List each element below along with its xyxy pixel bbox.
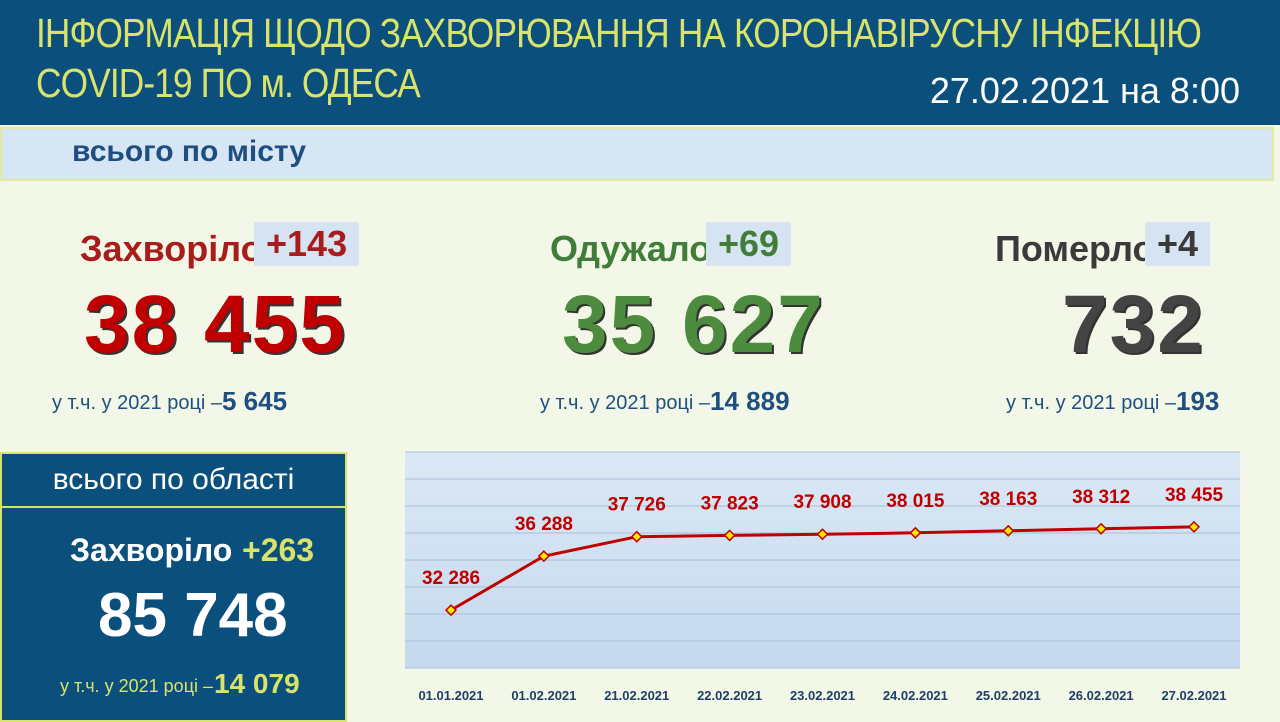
stat-label: Померло: [995, 228, 1155, 269]
stat-total: 35 627: [562, 279, 825, 370]
x-tick-label: 01.02.2021: [511, 688, 576, 703]
title: ІНФОРМАЦІЯ ЩОДО ЗАХВОРЮВАННЯ НА КОРОНАВІ…: [36, 10, 1202, 56]
x-tick-label: 25.02.2021: [976, 688, 1041, 703]
marker: [1187, 520, 1201, 533]
marker: [816, 528, 829, 541]
stat-label: Захворіло: [80, 228, 263, 269]
stat-note-value: 14 079: [214, 668, 300, 699]
stat-note: у т.ч. у 2021 році –: [52, 392, 223, 414]
stat-delta: +69: [706, 222, 792, 266]
stat-note: у т.ч. у 2021 році –: [1006, 392, 1177, 414]
marker: [909, 526, 922, 539]
data-label: 38 163: [979, 489, 1037, 510]
region-box: всього по області Захворіло +263 85 748 …: [0, 452, 347, 722]
stat-total: 38 455: [84, 279, 347, 370]
stat-label: Одужало: [550, 228, 712, 269]
data-label: 37 726: [608, 495, 666, 516]
stat-total: 732: [1062, 279, 1205, 370]
stat-note: у т.ч. у 2021 році –: [540, 392, 711, 414]
x-tick-label: 01.01.2021: [418, 688, 483, 703]
data-label: 37 908: [793, 492, 851, 513]
stat-note: у т.ч. у 2021 році –: [60, 676, 214, 696]
data-label: 38 015: [886, 491, 945, 512]
marker: [630, 530, 643, 543]
marker: [723, 529, 736, 542]
marker: [444, 604, 458, 617]
region-label: всього по області: [2, 454, 345, 508]
marker: [1095, 522, 1108, 535]
x-tick-label: 21.02.2021: [604, 688, 669, 703]
x-tick-label: 26.02.2021: [1069, 688, 1134, 703]
x-tick-label: 22.02.2021: [697, 688, 762, 703]
marker: [537, 550, 550, 563]
marker: [1002, 524, 1015, 537]
stat-note-value: 14 889: [710, 386, 790, 416]
data-label: 38 455: [1165, 485, 1224, 506]
x-tick-label: 24.02.2021: [883, 688, 948, 703]
section-label: всього по місту: [72, 135, 307, 168]
date: 27.02.2021 на 8:00: [929, 70, 1240, 111]
title: COVID-19 ПО м. ОДЕСА: [36, 60, 421, 106]
stat-delta: +263: [242, 532, 315, 568]
x-tick-label: 23.02.2021: [790, 688, 855, 703]
stat-note-value: 5 645: [222, 386, 288, 416]
data-label: 32 286: [422, 568, 480, 589]
data-label: 36 288: [515, 514, 573, 535]
x-tick-label: 27.02.2021: [1161, 688, 1226, 703]
data-label: 37 823: [701, 493, 759, 514]
stat-label: Захворіло: [70, 532, 233, 568]
stat-note-value: 193: [1176, 386, 1220, 416]
header: ІНФОРМАЦІЯ ЩОДО ЗАХВОРЮВАННЯ НА КОРОНАВІ…: [0, 0, 1280, 125]
stat-delta: +4: [1145, 222, 1211, 266]
data-label: 38 312: [1072, 487, 1130, 508]
stat-delta: +143: [254, 222, 360, 266]
stat-total: 85 748: [98, 581, 288, 650]
section-bar: всього по місту: [0, 127, 1274, 181]
